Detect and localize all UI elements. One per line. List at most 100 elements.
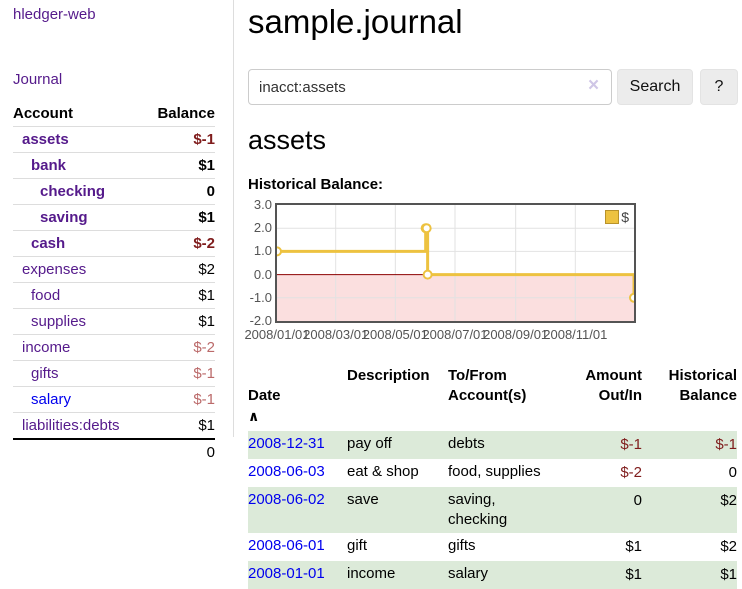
register-description: save [347, 491, 379, 508]
accounts-header-balance: Balance [157, 105, 215, 122]
account-row: salary $-1 [13, 386, 215, 413]
register-description: income [347, 565, 396, 582]
register-amount: $1 [625, 538, 642, 555]
accounts-table-header-row: Account Balance [13, 103, 215, 127]
account-row: bank $1 [13, 152, 215, 179]
y-axis-tick-label: 0.0 [253, 266, 272, 282]
register-date-link[interactable]: 2008-06-01 [248, 537, 325, 554]
account-link-expenses[interactable]: expenses [22, 261, 87, 278]
register-balance: $-1 [715, 436, 737, 453]
search-form: × Search ? [248, 69, 742, 105]
register-amount: $1 [625, 566, 642, 583]
account-balance: $-1 [144, 386, 215, 413]
account-row: saving $1 [13, 204, 215, 231]
account-row: gifts $-1 [13, 360, 215, 387]
register-row: 2008-06-02 save saving, checking 0 $2 [248, 487, 737, 533]
accounts-balance-table: Account Balance assets $-1 bank $1 checking 0… [13, 103, 215, 465]
y-axis-tick-label: 3.0 [253, 197, 272, 212]
account-row: expenses $2 [13, 256, 215, 283]
account-balance: $-2 [144, 230, 215, 257]
chart-x-axis-labels: 2008/01/01 2008/03/01 2008/05/01 2008/07/01… [244, 327, 634, 343]
page-title: sample.journal [248, 3, 463, 40]
account-balance: $-2 [144, 334, 215, 361]
account-row: food $1 [13, 282, 215, 309]
account-link-liabilities-debts[interactable]: liabilities:debts [22, 417, 120, 434]
account-link-cash[interactable]: cash [31, 235, 66, 252]
account-balance: $-1 [144, 360, 215, 387]
account-link-assets[interactable]: assets [22, 131, 69, 148]
account-balance: $2 [144, 256, 215, 283]
account-balance: $-1 [144, 126, 215, 153]
account-row: supplies $1 [13, 308, 215, 335]
register-row: 2008-06-03 eat & shop food, supplies $-2 0 [248, 459, 737, 487]
account-heading: assets [248, 125, 327, 155]
account-row: assets $-1 [13, 126, 215, 153]
account-link-supplies[interactable]: supplies [31, 313, 87, 330]
register-table: Date ∧ Description To/From Account(s) Am… [248, 362, 737, 589]
account-row: income $-2 [13, 334, 215, 361]
register-balance: 0 [728, 464, 737, 481]
register-tofrom-accounts: saving, checking [448, 491, 508, 528]
account-link-salary[interactable]: salary [31, 391, 72, 408]
help-button[interactable]: ? [700, 69, 738, 105]
register-date-cell: 2008-06-02 [248, 487, 347, 533]
register-balance: $2 [720, 492, 737, 509]
chart-y-axis-labels: 3.0 2.0 1.0 0.0 -1.0 -2.0 [242, 197, 272, 328]
accounts-header-account: Account [13, 105, 73, 122]
search-input[interactable] [248, 69, 612, 105]
x-axis-tick-label: 2008/01/01 [244, 327, 310, 342]
account-link-saving[interactable]: saving [40, 209, 88, 226]
x-axis-tick-label: 2008/03/01 [303, 327, 369, 342]
main-content: sample.journal × Search ? assets Histori… [244, 0, 742, 589]
y-axis-tick-label: 2.0 [253, 220, 272, 236]
register-date-cell: 2008-06-03 [248, 459, 347, 487]
chart-plot-area [277, 205, 634, 321]
account-balance: $1 [144, 412, 215, 439]
register-tofrom-accounts: gifts [448, 537, 476, 554]
register-date-link[interactable]: 2008-06-03 [248, 463, 325, 480]
register-row: 2008-12-31 pay off debts $-1 $-1 [248, 431, 737, 459]
register-balance: $2 [720, 538, 737, 555]
x-axis-tick-label: 2008/11/01 [543, 327, 608, 342]
y-axis-tick-label: -2.0 [249, 313, 272, 328]
app-brand-link[interactable]: hledger-web [13, 6, 96, 23]
register-row: 2008-01-01 income salary $1 $1 [248, 561, 737, 589]
account-balance: $1 [144, 308, 215, 335]
account-row: checking 0 [13, 178, 215, 205]
register-date-link[interactable]: 2008-06-02 [248, 491, 325, 508]
y-axis-tick-label: -1.0 [249, 289, 272, 305]
register-header-tofrom: To/From Account(s) [448, 367, 527, 404]
register-date-link[interactable]: 2008-01-01 [248, 565, 325, 582]
historical-balance-chart: $ [275, 203, 636, 323]
account-balance: 0 [144, 178, 215, 205]
x-axis-tick-label: 2008/05/01 [362, 327, 428, 342]
account-balance: $1 [144, 204, 215, 231]
register-date-cell: 2008-01-01 [248, 561, 347, 589]
account-link-checking[interactable]: checking [40, 183, 106, 200]
account-link-income[interactable]: income [22, 339, 71, 356]
chart-legend: $ [605, 209, 629, 225]
account-link-gifts[interactable]: gifts [31, 365, 59, 382]
register-header-description: Description [347, 367, 430, 384]
register-row: 2008-06-01 gift gifts $1 $2 [248, 533, 737, 561]
account-row: liabilities:debts $1 [13, 412, 215, 439]
clear-search-icon[interactable]: × [588, 75, 600, 96]
legend-label: $ [621, 209, 629, 225]
y-axis-tick-label: 1.0 [253, 243, 272, 259]
account-link-bank[interactable]: bank [31, 157, 67, 174]
register-description: eat & shop [347, 463, 419, 480]
register-description: pay off [347, 435, 392, 452]
search-button[interactable]: Search [617, 69, 693, 105]
register-header-amount: Amount Out/In [585, 367, 642, 404]
account-link-food[interactable]: food [31, 287, 61, 304]
account-balance: $1 [144, 152, 215, 179]
accounts-total-spacer [13, 438, 145, 465]
sort-ascending-icon: ∧ [248, 408, 260, 424]
accounts-total-row: 0 [13, 438, 215, 465]
register-date-link[interactable]: 2008-12-31 [248, 435, 325, 452]
register-tofrom-accounts: debts [448, 435, 485, 452]
sidebar-item-journal[interactable]: Journal [13, 71, 63, 88]
register-header-date[interactable]: Date ∧ [248, 387, 281, 424]
register-description: gift [347, 537, 368, 554]
legend-swatch-icon [605, 210, 620, 224]
